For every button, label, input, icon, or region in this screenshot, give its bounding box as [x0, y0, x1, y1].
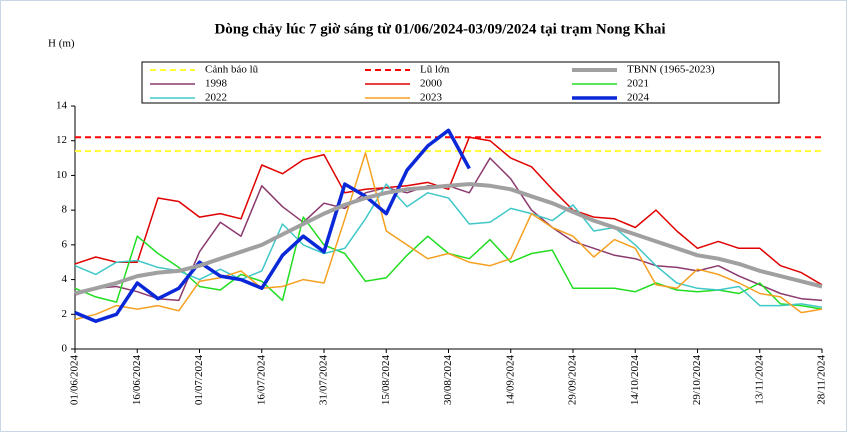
x-tick-label: 15/08/2024 [380, 355, 392, 406]
x-tick-label: 13/11/2024 [753, 355, 765, 405]
x-tick-label: 01/06/2024 [69, 355, 81, 406]
y-axis-label: H (m) [48, 38, 75, 50]
legend-label: 2000 [420, 78, 443, 90]
legend-label: Cảnh báo lũ [205, 64, 259, 76]
x-tick-label: 16/07/2024 [255, 355, 267, 406]
x-tick-label: 29/09/2024 [567, 355, 579, 406]
legend-label: Lũ lớn [420, 64, 450, 76]
legend-label: 2024 [627, 92, 650, 104]
legend-box [141, 61, 780, 104]
y-tick-label: 2 [62, 308, 68, 320]
y-tick-label: 14 [56, 100, 68, 112]
legend-label: 2021 [627, 78, 649, 90]
series-line [74, 128, 471, 323]
y-tick-label: 12 [56, 134, 67, 146]
x-tick-label: 01/07/2024 [193, 355, 205, 406]
legend-label: 2022 [205, 92, 227, 104]
x-tick-label: 14/10/2024 [629, 355, 641, 406]
x-tick-label: 30/08/2024 [442, 355, 454, 406]
y-tick-label: 10 [56, 169, 68, 181]
x-tick-label: 16/06/2024 [131, 355, 143, 406]
y-tick-label: 8 [62, 204, 68, 216]
y-tick-label: 0 [62, 343, 68, 355]
legend-label: 1998 [205, 78, 228, 90]
legend-label: 2023 [420, 92, 443, 104]
x-tick-label: 14/09/2024 [504, 355, 516, 406]
x-tick-label: 31/07/2024 [318, 355, 330, 406]
chart-title: Dòng chảy lúc 7 giờ sáng từ 01/06/2024-0… [214, 21, 665, 37]
x-tick-label: 28/11/2024 [816, 355, 828, 405]
series-line [74, 183, 823, 309]
y-tick-label: 6 [62, 238, 68, 250]
series-line [74, 152, 823, 321]
series-line [74, 136, 823, 286]
y-tick-label: 4 [62, 273, 68, 285]
series-line [74, 182, 823, 296]
legend-label: TBNN (1965-2023) [627, 64, 715, 76]
x-tick-label: 29/10/2024 [691, 355, 703, 406]
